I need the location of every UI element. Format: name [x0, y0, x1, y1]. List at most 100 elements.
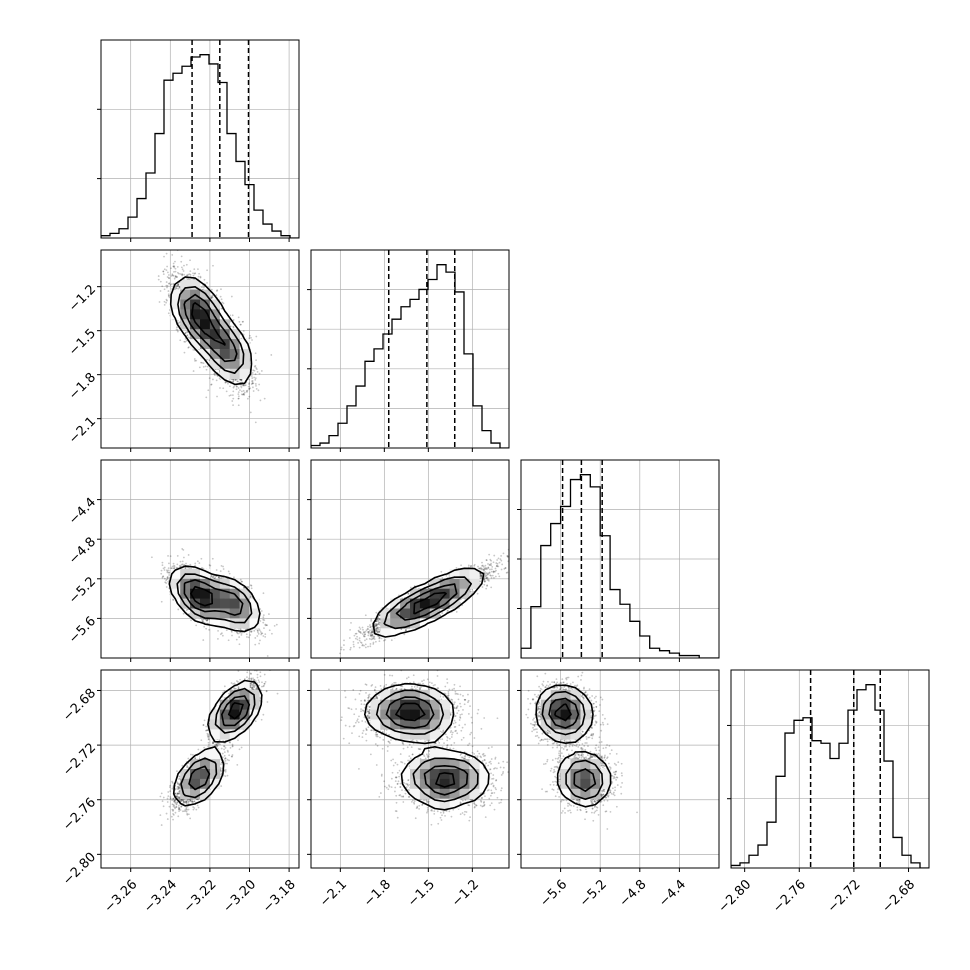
sample-point [157, 278, 160, 281]
sample-point [176, 271, 179, 274]
histogram-step [311, 264, 509, 448]
sample-point [254, 352, 257, 355]
sample-point [165, 281, 168, 283]
sample-point [208, 359, 211, 362]
density-cell [180, 289, 191, 300]
sample-point [177, 285, 180, 287]
density-cell [229, 339, 240, 350]
sample-point [166, 571, 169, 574]
histogram-step [521, 474, 719, 658]
density-cell [209, 329, 221, 340]
sample-point [249, 411, 252, 414]
sample-point [184, 340, 187, 343]
sample-point [176, 319, 179, 322]
sample-point [172, 265, 175, 268]
sample-point [220, 298, 223, 301]
sample-point [250, 375, 253, 377]
sample-point [172, 274, 175, 277]
sample-point [248, 388, 251, 391]
sample-point [252, 369, 255, 372]
sample-point [259, 399, 262, 402]
sample-point [254, 373, 257, 376]
sample-point [167, 274, 170, 276]
sample-point [247, 636, 250, 639]
sample-point [195, 359, 198, 362]
sample-point [210, 288, 213, 291]
sample-point [219, 577, 222, 579]
sample-point [173, 270, 175, 273]
sample-point [242, 384, 245, 387]
sample-point [180, 255, 183, 258]
sample-point [183, 264, 185, 267]
sample-point [166, 284, 169, 287]
sample-point [224, 381, 227, 383]
density-cell [209, 358, 221, 370]
sample-point [220, 288, 222, 291]
histogram-step [101, 54, 299, 238]
sample-point [182, 270, 185, 272]
sample-point [241, 384, 244, 387]
density-cell [180, 279, 191, 290]
sample-point [259, 639, 261, 642]
contour-line [169, 276, 253, 386]
sample-point [209, 564, 212, 567]
sample-point [175, 328, 178, 331]
joint-panel-2-0 [100, 459, 300, 659]
sample-point [257, 389, 260, 392]
density-cell [170, 299, 181, 310]
sample-point [165, 298, 168, 301]
density-cell [190, 279, 201, 290]
sample-point [200, 361, 202, 364]
sample-point [216, 395, 218, 398]
sample-point [234, 378, 237, 381]
sample-point [184, 332, 187, 334]
sample-point [175, 275, 177, 278]
sample-point [242, 392, 245, 395]
sample-point [198, 366, 201, 369]
sample-point [251, 382, 254, 385]
sample-point [210, 297, 213, 299]
panel-frame [100, 39, 300, 239]
density-cell [180, 299, 191, 310]
sample-point [185, 339, 188, 342]
density-cell [209, 309, 221, 320]
sample-point [168, 309, 171, 311]
sample-point [179, 560, 182, 563]
sample-point [171, 254, 174, 256]
sample-point [211, 296, 214, 299]
sample-point [172, 265, 175, 268]
sample-point [271, 632, 273, 635]
sample-point [255, 384, 257, 387]
sample-point [173, 265, 176, 268]
sample-point [197, 268, 199, 271]
sample-point [167, 282, 170, 285]
sample-point [171, 274, 174, 277]
sample-point [166, 286, 168, 289]
sample-point [178, 286, 181, 288]
sample-point [245, 390, 248, 392]
sample-point [181, 273, 183, 276]
sample-point [240, 379, 243, 382]
sample-point [215, 294, 218, 297]
sample-point [239, 378, 242, 381]
sample-point [203, 278, 206, 281]
density-cell [190, 299, 201, 310]
sample-point [210, 383, 213, 386]
density-cell [239, 349, 250, 360]
density-cell [239, 339, 250, 350]
sample-point [255, 335, 258, 338]
sample-point [166, 276, 169, 278]
sample-point [242, 393, 245, 396]
sample-point [162, 273, 165, 275]
density-cell [219, 368, 230, 379]
sample-point [253, 376, 256, 379]
sample-point [252, 390, 255, 392]
sample-point [166, 271, 169, 274]
sample-point [170, 267, 172, 270]
sample-point [237, 387, 240, 389]
sample-point [168, 294, 170, 297]
panel-frame [310, 249, 510, 449]
sample-point [177, 322, 180, 324]
sample-point [239, 378, 241, 381]
sample-point [242, 330, 245, 332]
